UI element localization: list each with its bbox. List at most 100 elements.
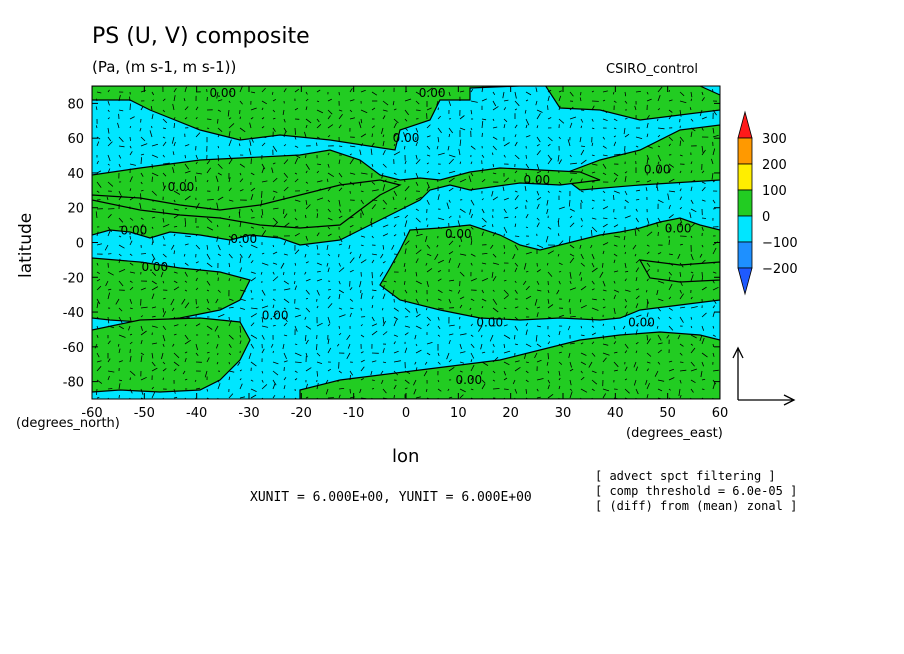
wind-arrow	[283, 159, 289, 165]
wind-arrow	[536, 359, 542, 363]
wind-arrow	[140, 90, 146, 93]
wind-arrow	[228, 343, 232, 348]
wind-arrow	[370, 221, 373, 228]
wind-arrow	[283, 307, 287, 310]
wind-arrow	[305, 244, 309, 247]
wind-arrow	[415, 181, 419, 186]
wind-arrow	[327, 253, 331, 257]
wind-arrow	[646, 217, 650, 224]
wind-arrow	[415, 109, 421, 111]
wind-arrow	[437, 259, 444, 264]
wind-arrow	[118, 136, 124, 143]
wind-arrow	[547, 384, 550, 390]
wind-arrow	[96, 278, 101, 282]
wind-arrow	[118, 395, 120, 399]
wind-arrow	[360, 235, 366, 238]
wind-arrow	[349, 269, 354, 273]
wind-arrow	[613, 270, 619, 273]
wind-arrow	[239, 127, 246, 133]
wind-arrow	[492, 215, 494, 219]
wind-arrow	[129, 370, 136, 376]
wind-arrow	[448, 158, 454, 165]
wind-arrow	[547, 352, 549, 360]
wind-arrow	[316, 271, 321, 273]
wind-arrow	[349, 298, 354, 302]
wind-arrow	[699, 334, 703, 342]
wind-arrow	[468, 175, 472, 183]
wind-arrow	[646, 231, 653, 237]
wind-arrow	[162, 208, 165, 215]
wind-arrow	[393, 341, 396, 345]
wind-arrow	[514, 325, 519, 331]
wind-arrow	[316, 142, 318, 147]
wind-arrow	[426, 323, 430, 327]
wind-arrow	[107, 89, 110, 93]
wind-arrow	[305, 278, 311, 282]
wind-arrow	[503, 244, 505, 249]
wind-arrow	[591, 332, 596, 336]
wind-arrow	[316, 89, 321, 93]
wind-arrow	[217, 109, 221, 112]
wind-arrow	[404, 307, 411, 313]
wind-arrow	[447, 145, 450, 151]
wind-arrow	[349, 370, 354, 376]
wind-arrow	[173, 324, 179, 327]
wind-arrow	[250, 226, 255, 229]
wind-arrow	[668, 168, 672, 174]
wind-arrow	[668, 253, 673, 256]
wind-arrow	[173, 199, 176, 203]
wind-arrow	[646, 368, 649, 372]
wind-arrow	[393, 143, 396, 147]
wind-arrow	[701, 181, 706, 184]
wind-arrow	[524, 186, 527, 192]
wind-arrow	[393, 384, 397, 390]
wind-arrow	[404, 185, 410, 192]
wind-arrow	[129, 262, 134, 266]
wind-arrow	[612, 91, 615, 95]
wind-arrow	[239, 253, 243, 258]
wind-arrow	[534, 352, 538, 359]
wind-arrow	[415, 325, 422, 329]
wind-arrow	[470, 240, 473, 246]
wind-arrow	[525, 370, 529, 374]
wind-arrow	[206, 351, 210, 354]
wind-arrow	[118, 316, 123, 324]
wind-arrow	[613, 341, 617, 345]
wind-arrow	[327, 98, 332, 102]
wind-arrow	[404, 347, 408, 354]
wind-arrow	[415, 249, 422, 255]
wind-arrow	[181, 298, 186, 305]
wind-arrow	[569, 257, 575, 264]
wind-arrow	[492, 307, 499, 313]
wind-arrow	[624, 262, 627, 269]
wind-arrow	[415, 271, 418, 277]
wind-arrow	[162, 109, 166, 113]
wind-arrow	[613, 194, 615, 201]
wind-arrow	[481, 217, 487, 223]
wind-arrow	[371, 199, 378, 201]
wind-arrow	[646, 180, 652, 183]
wind-arrow	[228, 91, 232, 93]
wind-arrow	[458, 148, 461, 156]
wind-arrow	[283, 280, 290, 285]
wind-arrow	[195, 352, 199, 357]
wind-arrow	[184, 106, 189, 111]
wind-arrow	[579, 298, 582, 303]
wind-arrow	[95, 211, 98, 219]
wind-arrow	[280, 262, 285, 269]
wind-arrow	[195, 323, 201, 327]
wind-arrow	[171, 244, 175, 250]
wind-arrow	[272, 190, 278, 193]
wind-arrow	[690, 127, 696, 132]
wind-arrow	[524, 352, 527, 360]
wind-arrow	[712, 134, 719, 138]
wind-arrow	[580, 149, 585, 156]
wind-arrow	[679, 306, 686, 309]
wind-arrow	[591, 118, 594, 122]
wind-arrow	[668, 114, 673, 120]
wind-arrow	[184, 334, 189, 340]
wind-arrow	[261, 316, 264, 323]
wind-arrow	[503, 361, 510, 366]
wind-arrow	[404, 197, 407, 201]
